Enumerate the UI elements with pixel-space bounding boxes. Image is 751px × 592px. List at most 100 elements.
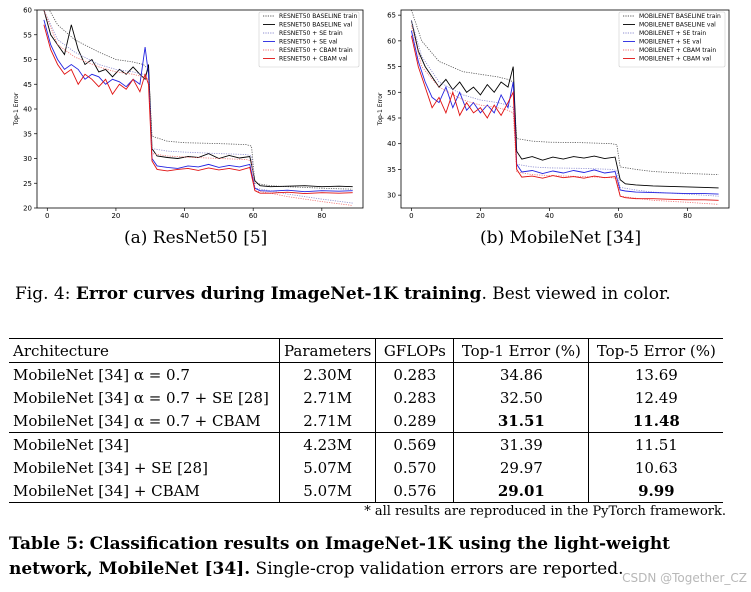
y-tick-label: 45 xyxy=(387,115,396,123)
y-tick-label: 35 xyxy=(23,130,32,138)
figure-caption: Fig. 4: Error curves during ImageNet-1K … xyxy=(15,284,671,304)
plot-area xyxy=(43,10,353,206)
cell-architecture: MobileNet [34] xyxy=(9,432,280,456)
legend-entry: RESNET50 + SE train xyxy=(279,30,343,37)
y-tick-label: 30 xyxy=(23,155,32,163)
legend-box xyxy=(618,11,726,68)
cell-top5: 13.69 xyxy=(634,365,678,384)
subcaption-a: (a) ResNet50 [5] xyxy=(124,228,268,248)
legend-entry: RESNET50 + SE val xyxy=(279,39,338,46)
legend-entry: MOBILENET + SE train xyxy=(639,30,706,37)
cell-parameters: 2.30M xyxy=(279,362,377,386)
y-tick-label: 40 xyxy=(23,106,32,114)
figure-note: . Best viewed in color. xyxy=(481,284,671,304)
cell-parameters: 5.07M xyxy=(279,479,377,503)
column-header-top1: Top-1 Error (%) xyxy=(453,338,590,363)
y-tick-label: 60 xyxy=(23,7,32,15)
legend-entry: MOBILENET + CBAM train xyxy=(639,47,716,54)
y-tick-label: 35 xyxy=(387,166,396,174)
x-tick-label: 80 xyxy=(683,212,692,220)
table-caption-title: Classification results on ImageNet-1K us… xyxy=(9,534,671,579)
table-row: MobileNet [34] α = 0.7 + SE [28] 2.71M 0.2… xyxy=(9,386,723,409)
legend-entry: MOBILENET + CBAM val xyxy=(639,56,711,63)
table-caption-label: Table 5: xyxy=(9,534,85,554)
cell-parameters: 5.07M xyxy=(279,456,377,479)
figure-label: Fig. 4: xyxy=(15,284,71,304)
chart-resnet50: 0 20 40 60 80 20 25 30 35 40 45 50 55 60 Top-1 Error RE… xyxy=(13,7,364,220)
table-row: MobileNet [34] 4.23M 0.569 31.39 11.51 xyxy=(9,432,724,456)
y-tick-label: 65 xyxy=(387,12,396,20)
cell-top1: 34.86 xyxy=(453,362,590,386)
cell-gflops: 0.569 xyxy=(375,432,455,456)
cell-top1: 32.50 xyxy=(453,386,590,409)
series-line-3 xyxy=(410,30,719,195)
legend-entry: RESNET50 BASELINE val xyxy=(279,22,353,29)
legend: MOBILENET BASELINE train MOBILENET BASELI… xyxy=(618,11,726,68)
cell-top1: 31.51 xyxy=(453,409,590,433)
y-tick-label: 50 xyxy=(387,89,396,97)
cell-gflops: 0.289 xyxy=(375,409,455,433)
legend-entry: RESNET50 BASELINE train xyxy=(279,13,358,20)
table-body: MobileNet [34] α = 0.7 2.30M 0.283 34.86 13.… xyxy=(9,362,724,503)
x-tick-label: 0 xyxy=(409,212,413,220)
cell-top5: 11.48 xyxy=(632,411,680,430)
cell-parameters: 4.23M xyxy=(279,432,377,456)
y-tick-label: 50 xyxy=(23,56,32,64)
y-tick-label: 60 xyxy=(387,37,396,45)
cell-gflops: 0.570 xyxy=(375,456,455,479)
cell-gflops: 0.576 xyxy=(375,479,455,503)
cell-top1: 31.39 xyxy=(453,432,590,456)
cell-architecture: MobileNet [34] α = 0.7 xyxy=(9,362,280,386)
cell-architecture: MobileNet [34] + SE [28] xyxy=(9,456,280,479)
table-row: MobileNet [34] α = 0.7 + CBAM 2.71M 0.289 3… xyxy=(9,409,723,433)
cell-architecture: MobileNet [34] + CBAM xyxy=(9,479,280,503)
legend-entry: MOBILENET + SE val xyxy=(639,39,701,46)
table-row: MobileNet [34] + CBAM 5.07M 0.576 29.01 9.99 xyxy=(9,479,724,503)
figure-title: Error curves during ImageNet-1K training xyxy=(75,284,482,304)
legend-entry: MOBILENET BASELINE val xyxy=(639,22,716,29)
legend: RESNET50 BASELINE train RESNET50 BASELINE… xyxy=(258,11,360,68)
cell-top1: 29.97 xyxy=(453,456,590,479)
y-tick-label: 45 xyxy=(23,81,32,89)
table-header-row: Architecture Parameters GFLOPs Top-1 Err… xyxy=(9,338,724,363)
subcaption-b: (b) MobileNet [34] xyxy=(480,228,642,248)
cell-top5: 10.63 xyxy=(634,458,678,477)
table-caption-note: Single-crop validation errors are report… xyxy=(250,559,624,579)
series-line-0 xyxy=(411,10,719,175)
cell-architecture: MobileNet [34] α = 0.7 + SE [28] xyxy=(9,386,280,409)
x-tick-label: 60 xyxy=(249,212,258,220)
results-table: Architecture Parameters GFLOPs Top-1 Err… xyxy=(9,338,724,503)
cell-top5: 9.99 xyxy=(588,479,724,503)
column-header-architecture: Architecture xyxy=(9,338,280,363)
x-tick-label: 60 xyxy=(614,212,623,220)
cell-top1: 29.01 xyxy=(453,479,590,503)
x-tick-label: 20 xyxy=(111,212,120,220)
y-tick-label: 40 xyxy=(387,140,396,148)
column-header-parameters: Parameters xyxy=(279,338,377,363)
x-tick-label: 80 xyxy=(317,212,326,220)
chart-mobilenet: 0 20 40 60 80 30 35 40 45 50 55 60 65 Top-1 Error MOBI… xyxy=(377,9,730,220)
cell-top5: 12.49 xyxy=(634,388,678,407)
column-header-gflops: GFLOPs xyxy=(375,338,455,363)
x-tick-label: 40 xyxy=(180,212,189,220)
series-line-0 xyxy=(48,10,353,190)
legend-entry: RESNET50 + CBAM val xyxy=(279,56,348,63)
series-line-1 xyxy=(43,10,353,188)
series-line-3 xyxy=(43,19,353,193)
series-line-5 xyxy=(410,35,719,201)
legend-entry: MOBILENET BASELINE train xyxy=(639,13,721,20)
y-tick-label: 55 xyxy=(387,63,396,71)
cell-architecture: MobileNet [34] α = 0.7 + CBAM xyxy=(9,409,280,433)
series-line-4 xyxy=(411,25,719,205)
cell-gflops: 0.283 xyxy=(375,362,455,386)
plot-area xyxy=(410,10,719,205)
legend-box xyxy=(258,11,360,68)
legend-entry: RESNET50 + CBAM train xyxy=(279,47,353,54)
x-tick-label: 20 xyxy=(476,212,485,220)
cell-parameters: 2.71M xyxy=(279,409,377,433)
cell-top5: 11.51 xyxy=(588,432,724,456)
table-footnote: * all results are reproduced in the PyTo… xyxy=(364,504,726,519)
y-tick-label: 20 xyxy=(23,205,32,213)
column-header-top5: Top-5 Error (%) xyxy=(588,338,724,363)
y-axis-label: Top-1 Error xyxy=(377,92,384,126)
